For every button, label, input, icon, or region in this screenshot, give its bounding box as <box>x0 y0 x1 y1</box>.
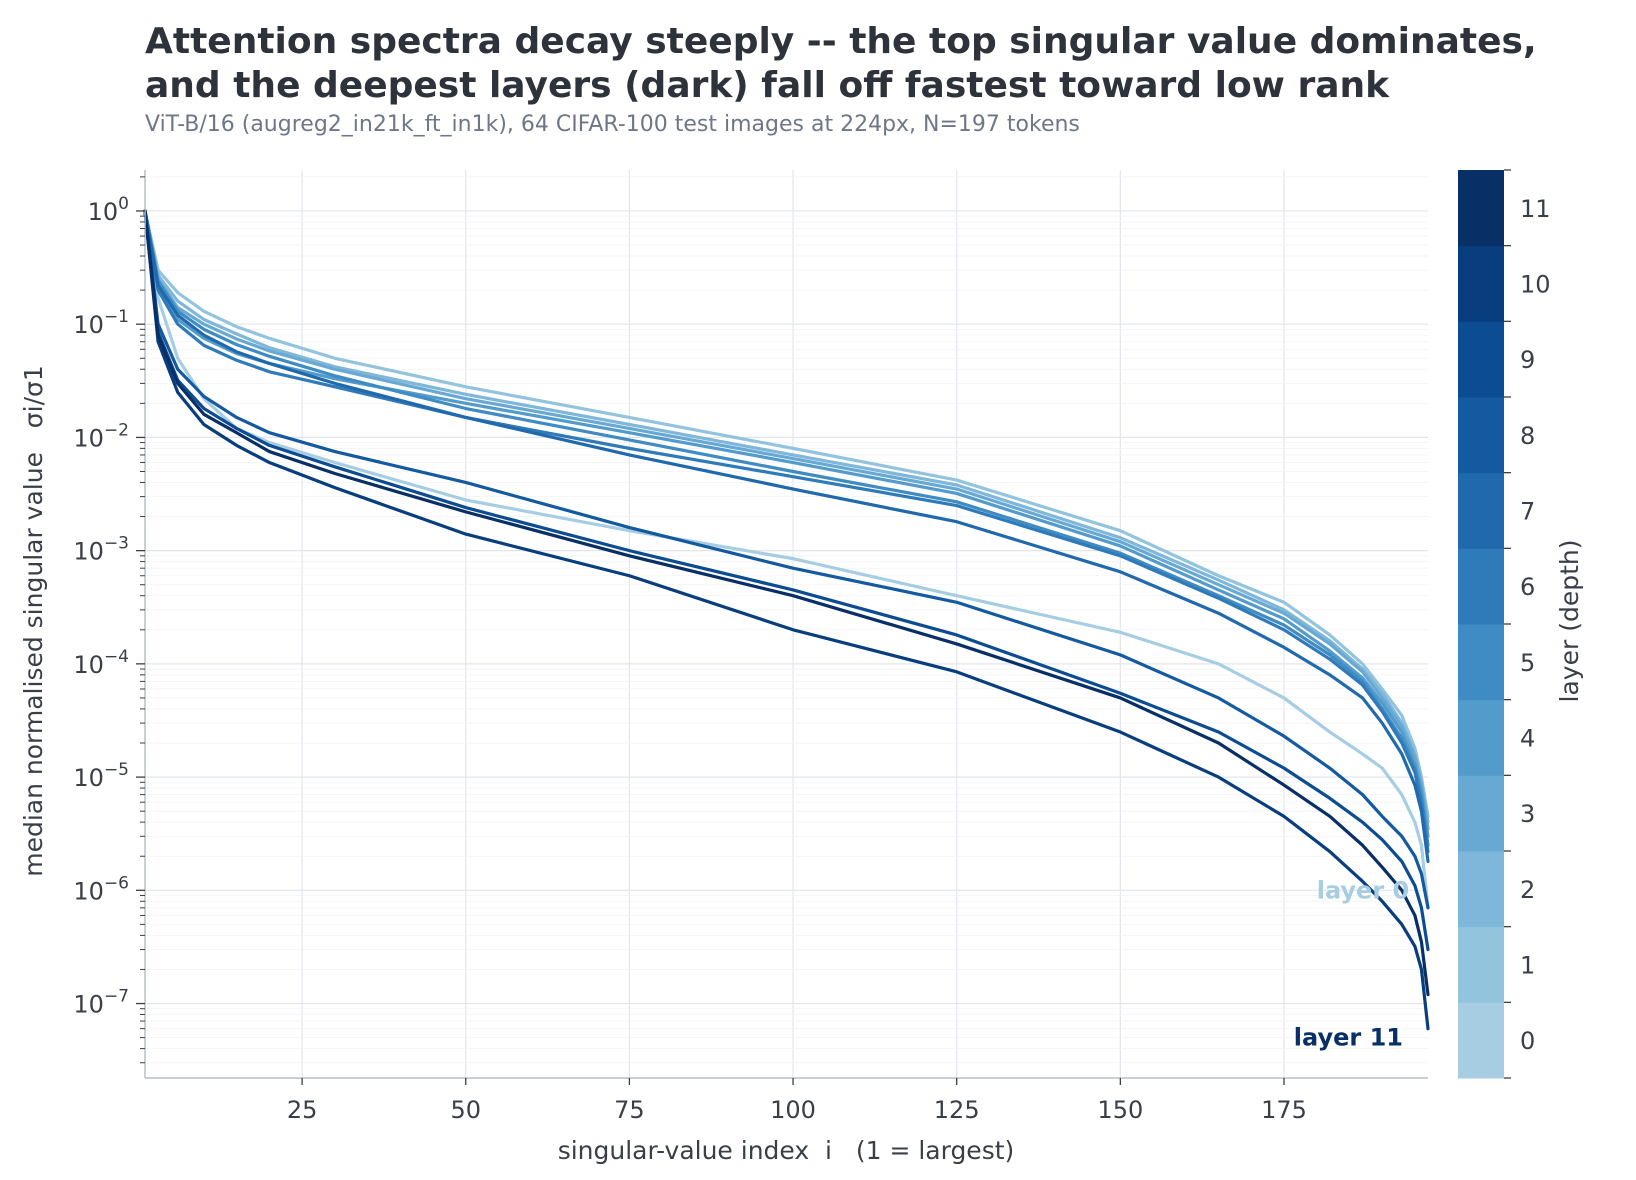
x-tick-label: 50 <box>450 1096 481 1124</box>
series-line-layer-7 <box>143 209 1430 864</box>
annotations: layer 0 layer 11 <box>1294 876 1409 1051</box>
colorbar-tick-label: 0 <box>1520 1027 1535 1055</box>
x-ticks: 25 50 75 100 125 150 175 <box>287 1078 1307 1124</box>
x-tick-label: 125 <box>934 1096 980 1124</box>
x-tick-label: 175 <box>1261 1096 1307 1124</box>
colorbar-segment-6 <box>1458 548 1504 625</box>
colorbar-tick-label: 5 <box>1520 649 1535 677</box>
colorbar-tick-label: 4 <box>1520 725 1535 753</box>
y-ticks: 100 10−1 10−2 10−3 10−4 10−5 10−6 10−7 <box>73 176 145 1064</box>
x-tick-label: 150 <box>1097 1096 1143 1124</box>
x-tick-label: 100 <box>770 1096 816 1124</box>
y-tick-label: 10−4 <box>73 647 129 679</box>
series-line-layer-8 <box>143 209 1430 910</box>
series-line-layer-11 <box>143 209 1430 997</box>
series-line-layer-2 <box>143 209 1430 824</box>
colorbar-tick-label: 11 <box>1520 195 1551 223</box>
colorbar-tick-label: 8 <box>1520 422 1535 450</box>
series-line-layer-4 <box>143 209 1430 838</box>
y-tick-label: 100 <box>88 194 129 226</box>
colorbar-segment-1 <box>1458 926 1504 1003</box>
x-tick-label: 25 <box>287 1096 318 1124</box>
series-line-layer-3 <box>143 209 1430 831</box>
colorbar-tick-label: 10 <box>1520 271 1551 299</box>
y-tick-label: 10−5 <box>73 760 129 792</box>
colorbar-tick-label: 6 <box>1520 573 1535 601</box>
colorbar-segment-11 <box>1458 170 1504 247</box>
y-axis-label: median normalised singular value σi/σ1 <box>19 365 48 877</box>
series-lines <box>143 209 1430 1031</box>
colorbar-label: layer (depth) <box>1555 540 1584 703</box>
colorbar: 0 1 2 3 4 5 6 7 8 9 10 11 <box>1458 169 1551 1079</box>
colorbar-segment-7 <box>1458 472 1504 549</box>
colorbar-tick-label: 2 <box>1520 876 1535 904</box>
colorbar-segment-4 <box>1458 699 1504 776</box>
series-line-layer-5 <box>143 209 1430 847</box>
colorbar-segment-3 <box>1458 775 1504 852</box>
y-tick-label: 10−3 <box>73 534 129 566</box>
chart-title-line-2: and the deepest layers (dark) fall off f… <box>145 65 1390 106</box>
annotation-layer-11: layer 11 <box>1294 1024 1403 1052</box>
y-tick-label: 10−2 <box>73 420 129 452</box>
axes <box>144 170 1428 1079</box>
y-tick-label: 10−1 <box>73 307 129 339</box>
series-line-layer-9 <box>143 209 1430 952</box>
series-line-layer-10 <box>143 209 1430 1031</box>
series-line-layer-1 <box>143 209 1430 818</box>
colorbar-segment-10 <box>1458 245 1504 322</box>
colorbar-tick-label: 9 <box>1520 346 1535 374</box>
grid <box>145 170 1428 1078</box>
colorbar-tick-label: 3 <box>1520 800 1535 828</box>
colorbar-segment-0 <box>1458 1002 1504 1079</box>
colorbar-tick-label: 1 <box>1520 952 1535 980</box>
chart-subtitle: ViT-B/16 (augreg2_in21k_ft_in1k), 64 CIF… <box>145 112 1080 137</box>
colorbar-segment-8 <box>1458 397 1504 474</box>
colorbar-segment-2 <box>1458 851 1504 928</box>
annotation-layer-0: layer 0 <box>1317 876 1410 904</box>
y-tick-label: 10−6 <box>73 873 129 905</box>
series-line-layer-0 <box>143 209 1430 910</box>
colorbar-tick-label: 7 <box>1520 498 1535 526</box>
x-tick-label: 75 <box>614 1096 645 1124</box>
colorbar-segment-5 <box>1458 624 1504 701</box>
x-axis-label: singular-value index i (1 = largest) <box>558 1136 1015 1165</box>
colorbar-segment-9 <box>1458 321 1504 398</box>
series-line-layer-6 <box>143 209 1430 854</box>
chart-title-line-1: Attention spectra decay steeply -- the t… <box>145 21 1537 62</box>
y-tick-label: 10−7 <box>73 987 129 1019</box>
